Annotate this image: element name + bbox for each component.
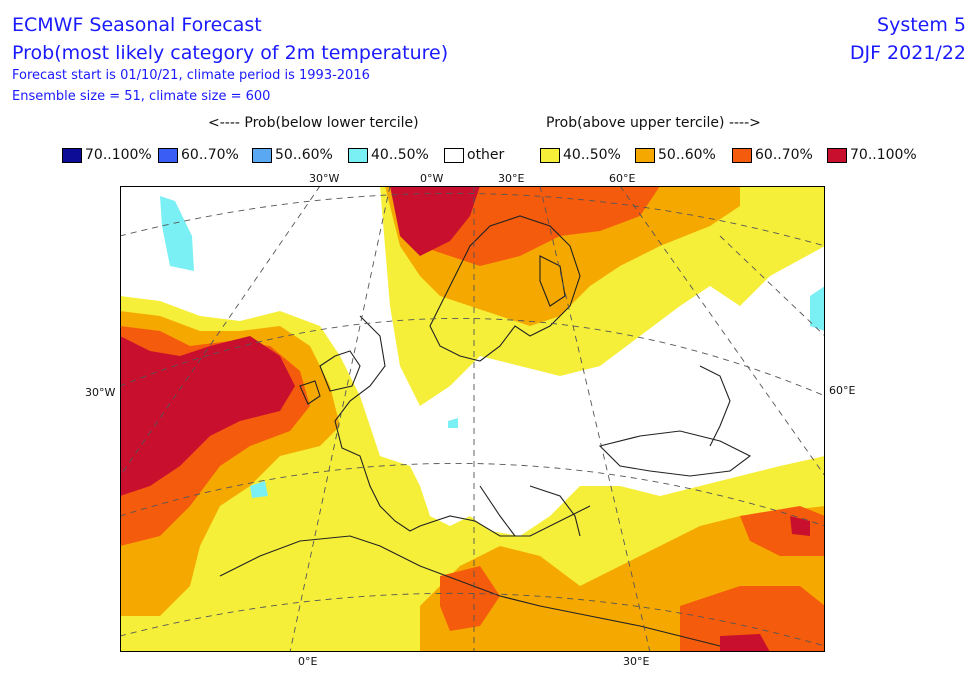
legend-swatch <box>635 147 655 163</box>
region-above-70-100 <box>120 336 295 496</box>
map-frame <box>120 186 825 652</box>
graticule <box>120 186 825 652</box>
region-above-70-100 <box>390 186 480 256</box>
legend-item-above-70-100: 70..100% <box>827 146 917 164</box>
legend-label: 50..60% <box>275 147 333 163</box>
legend-item-above-50-60: 50..60% <box>635 146 716 164</box>
forecast-map <box>120 186 825 652</box>
axis-label-left-30w: 30°W <box>85 386 116 399</box>
axis-label-top-30e: 30°E <box>498 172 525 185</box>
legend-label: 60..70% <box>181 147 239 163</box>
legend-swatch <box>158 147 178 163</box>
chart-subtitle: Prob(most likely category of 2m temperat… <box>12 42 449 64</box>
legend-item-below-40-50: 40..50% <box>348 146 429 164</box>
axis-label-top-30w: 30°W <box>309 172 340 185</box>
legend-below-heading: <---- Prob(below lower tercile) <box>208 115 419 131</box>
legend-item-below-50-60: 50..60% <box>252 146 333 164</box>
legend-swatch <box>62 147 82 163</box>
legend-swatch <box>252 147 272 163</box>
axis-label-bottom-30e: 30°E <box>623 655 650 668</box>
legend-swatch <box>540 147 560 163</box>
legend-label: 40..50% <box>563 147 621 163</box>
legend-label: other <box>467 147 505 163</box>
axis-label-bottom-0e: 0°E <box>298 655 318 668</box>
ensemble-info: Ensemble size = 51, climate size = 600 <box>12 89 271 104</box>
legend-item-other: other <box>444 146 504 164</box>
axis-label-top-60e: 60°E <box>609 172 636 185</box>
legend-item-above-60-70: 60..70% <box>732 146 813 164</box>
season-label: DJF 2021/22 <box>849 42 966 64</box>
legend-item-above-40-50: 40..50% <box>540 146 621 164</box>
legend-label: 40..50% <box>371 147 429 163</box>
chart-title: ECMWF Seasonal Forecast <box>12 14 262 36</box>
legend-above-heading: Prob(above upper tercile) ----> <box>546 115 761 131</box>
region-above-60-70 <box>440 506 825 652</box>
legend-item-below-70-100: 70..100% <box>62 146 152 164</box>
legend-swatch <box>827 147 847 163</box>
legend-item-below-60-70: 60..70% <box>158 146 239 164</box>
legend-label: 70..100% <box>850 147 917 163</box>
coastlines <box>219 215 752 647</box>
axis-label-right-60e: 60°E <box>829 384 856 397</box>
legend-label: 50..60% <box>658 147 716 163</box>
legend-swatch <box>444 147 464 163</box>
legend-swatch <box>732 147 752 163</box>
axis-label-top-0w: 0°W <box>420 172 444 185</box>
legend-label: 70..100% <box>85 147 152 163</box>
region-above-70-100 <box>720 516 810 652</box>
legend-label: 60..70% <box>755 147 813 163</box>
legend-swatch <box>348 147 368 163</box>
forecast-info: Forecast start is 01/10/21, climate peri… <box>12 68 370 83</box>
system-label: System 5 <box>877 14 966 36</box>
